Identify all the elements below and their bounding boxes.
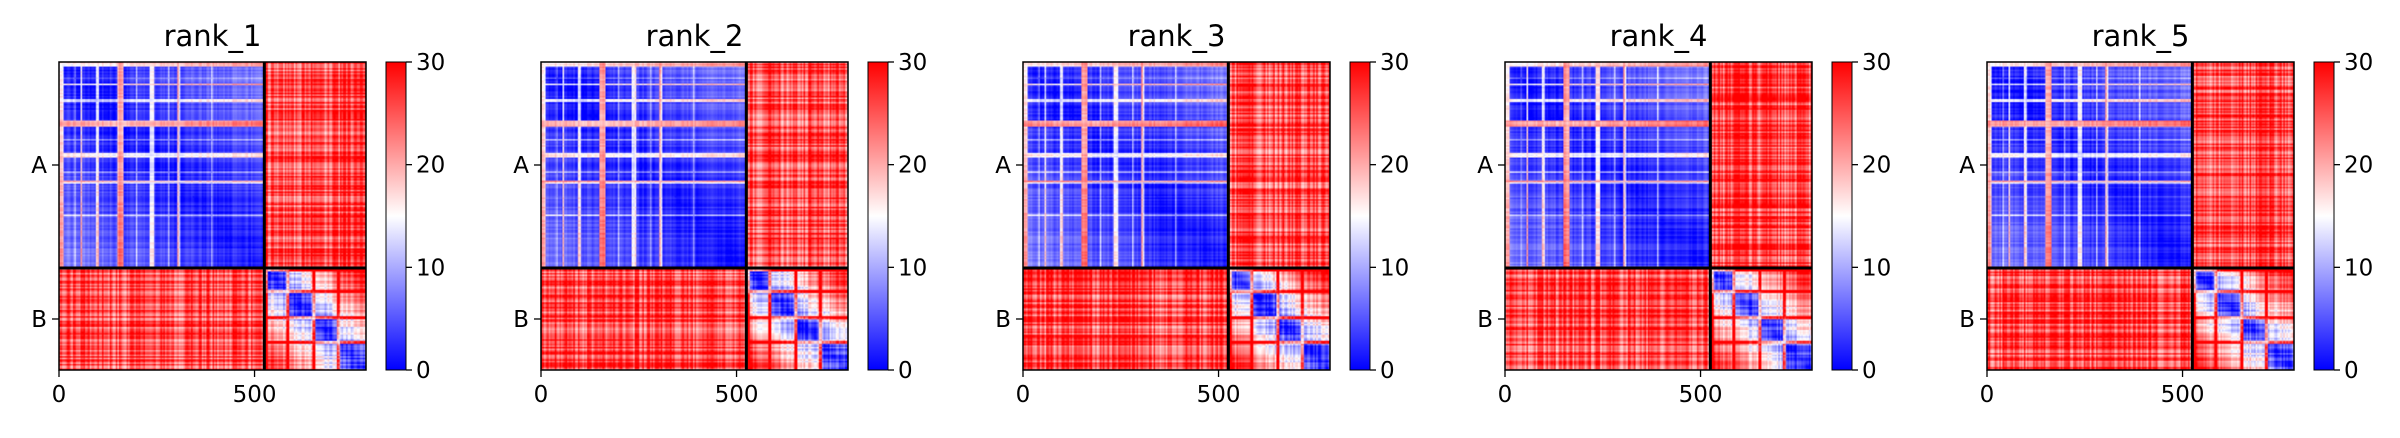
heatmap-image — [541, 62, 848, 370]
colorbar-tick-label: 20 — [898, 153, 927, 179]
y-tick-label-A: A — [1959, 153, 1975, 179]
x-tick-label: 500 — [2161, 382, 2205, 408]
colorbar-tick-label: 30 — [2344, 50, 2373, 76]
x-tick-label: 0 — [1498, 382, 1513, 408]
axes-frame — [1504, 61, 1813, 371]
heatmap-image — [1505, 62, 1812, 370]
axes-frame — [540, 61, 849, 371]
colorbar — [385, 61, 407, 371]
panel-rank_5: rank_5 A B 0 500 0 10 20 30 — [1959, 19, 2373, 408]
x-tick-label: 500 — [1679, 382, 1723, 408]
axes-frame — [1986, 61, 2295, 371]
colorbar-tick-label: 0 — [2344, 358, 2359, 384]
x-tick-label: 0 — [52, 382, 67, 408]
colorbar-tick-label: 10 — [2344, 255, 2373, 281]
y-tick-label-A: A — [995, 153, 1011, 179]
x-tick-label: 0 — [1016, 382, 1031, 408]
heatmap-image — [59, 62, 366, 370]
panel-title: rank_3 — [1128, 19, 1226, 53]
panel-title: rank_5 — [2092, 19, 2190, 53]
panel-title: rank_2 — [646, 19, 744, 53]
colorbar — [1349, 61, 1371, 371]
y-tick-label-A: A — [1477, 153, 1493, 179]
colorbar — [867, 61, 889, 371]
colorbar-tick-label: 10 — [416, 255, 445, 281]
colorbar-tick-label: 20 — [2344, 153, 2373, 179]
heatmap-image — [1987, 62, 2294, 370]
y-tick-label-B: B — [995, 307, 1011, 333]
y-tick-label-A: A — [513, 153, 529, 179]
colorbar-tick-label: 10 — [1380, 255, 1409, 281]
y-tick-label-B: B — [1959, 307, 1975, 333]
axes-frame — [1022, 61, 1331, 371]
colorbar-tick-label: 10 — [1862, 255, 1891, 281]
panel-rank_2: rank_2 A B 0 500 0 10 20 30 — [513, 19, 927, 408]
colorbar-tick-label: 0 — [1380, 358, 1395, 384]
heatmap-image — [1023, 62, 1330, 370]
axes-frame — [58, 61, 367, 371]
colorbar-tick-label: 30 — [1380, 50, 1409, 76]
y-tick-label-B: B — [31, 307, 47, 333]
colorbar-tick-label: 20 — [1380, 153, 1409, 179]
colorbar — [1831, 61, 1853, 371]
x-tick-label: 0 — [1980, 382, 1995, 408]
colorbar-tick-label: 30 — [1862, 50, 1891, 76]
panel-title: rank_1 — [164, 19, 262, 53]
x-tick-label: 500 — [233, 382, 277, 408]
y-tick-label-B: B — [513, 307, 529, 333]
colorbar-tick-label: 20 — [416, 153, 445, 179]
y-tick-label-A: A — [31, 153, 47, 179]
x-tick-label: 0 — [534, 382, 549, 408]
colorbar — [2313, 61, 2335, 371]
colorbar-tick-label: 20 — [1862, 153, 1891, 179]
panel-rank_1: rank_1 A B 0 500 0 10 20 30 — [31, 19, 445, 408]
colorbar-tick-label: 30 — [416, 50, 445, 76]
y-tick-label-B: B — [1477, 307, 1493, 333]
colorbar-tick-label: 0 — [898, 358, 913, 384]
x-tick-label: 500 — [1197, 382, 1241, 408]
panel-rank_4: rank_4 A B 0 500 0 10 20 30 — [1477, 19, 1891, 408]
colorbar-tick-label: 0 — [1862, 358, 1877, 384]
x-tick-label: 500 — [715, 382, 759, 408]
colorbar-tick-label: 0 — [416, 358, 431, 384]
colorbar-tick-label: 30 — [898, 50, 927, 76]
panel-title: rank_4 — [1610, 19, 1708, 53]
panel-rank_3: rank_3 A B 0 500 0 10 20 30 — [995, 19, 1409, 408]
colorbar-tick-label: 10 — [898, 255, 927, 281]
